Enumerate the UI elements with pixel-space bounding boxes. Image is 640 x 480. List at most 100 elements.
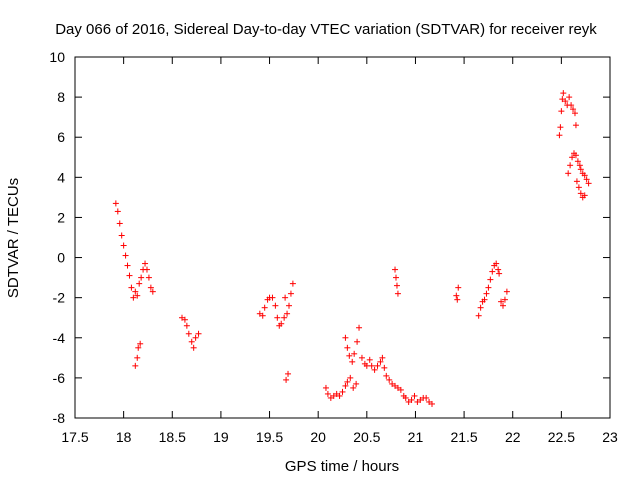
data-points: [112, 90, 592, 407]
data-point: [284, 310, 291, 317]
data-point: [114, 208, 121, 215]
data-point: [368, 362, 375, 369]
data-point: [475, 312, 482, 319]
data-point: [501, 296, 508, 303]
data-point: [145, 274, 152, 281]
data-point: [349, 358, 356, 365]
data-point: [283, 376, 290, 383]
x-tick-label: 20.5: [353, 429, 380, 445]
data-point: [374, 362, 381, 369]
x-axis-label: GPS time / hours: [285, 458, 399, 475]
data-point: [135, 344, 142, 351]
data-point: [498, 298, 505, 305]
x-tick-label: 17.5: [61, 429, 88, 445]
data-point: [192, 334, 199, 341]
data-point: [381, 364, 388, 371]
data-point: [351, 350, 358, 357]
data-point: [289, 280, 296, 287]
data-point: [571, 110, 578, 117]
data-point: [350, 384, 357, 391]
data-point: [353, 380, 360, 387]
data-point: [576, 162, 583, 169]
data-point: [112, 200, 119, 207]
data-point: [574, 158, 581, 165]
y-tick-label: 8: [57, 89, 65, 105]
plot-frame: [74, 56, 611, 419]
data-point: [147, 284, 154, 291]
data-point: [383, 372, 390, 379]
data-point: [500, 302, 506, 309]
data-point: [137, 340, 144, 347]
data-point: [566, 94, 573, 101]
data-point: [278, 320, 285, 327]
data-point: [483, 290, 490, 297]
data-point: [344, 378, 351, 385]
data-point: [572, 122, 579, 129]
data-point: [393, 274, 399, 281]
data-point: [423, 394, 430, 401]
data-point: [354, 338, 361, 345]
data-point: [122, 252, 129, 259]
data-point: [575, 184, 582, 191]
data-point: [568, 102, 575, 109]
y-tick-label: 4: [57, 169, 65, 185]
data-point: [136, 280, 143, 287]
x-tick-label: 18.5: [159, 429, 186, 445]
data-point: [393, 282, 400, 289]
data-point: [118, 232, 125, 239]
data-point: [366, 356, 373, 363]
x-tick-label: 19: [213, 429, 229, 445]
data-point: [402, 394, 409, 401]
data-point: [287, 290, 294, 297]
data-point: [149, 288, 156, 295]
data-point: [120, 242, 127, 249]
data-point: [581, 192, 588, 199]
data-point: [181, 316, 188, 323]
x-tick-label: 20: [310, 429, 326, 445]
data-point: [392, 266, 399, 273]
data-point: [565, 170, 572, 177]
data-point: [324, 390, 331, 397]
y-tick-label: 2: [57, 209, 65, 225]
data-point: [386, 376, 393, 383]
data-point: [560, 90, 567, 97]
data-point: [394, 290, 401, 297]
data-point: [487, 276, 494, 283]
data-point: [322, 384, 329, 391]
data-point: [346, 352, 353, 359]
data-point: [503, 288, 510, 295]
y-tick-label: -2: [53, 290, 66, 306]
data-point: [185, 330, 192, 337]
y-tick-label: -8: [53, 410, 66, 426]
data-point: [269, 294, 276, 301]
data-point: [569, 154, 576, 161]
y-tick-label: 10: [49, 49, 65, 65]
x-tick-label: 21.5: [450, 429, 477, 445]
data-point: [130, 294, 137, 301]
data-point: [583, 176, 590, 183]
data-point: [577, 166, 584, 173]
data-point: [493, 260, 500, 267]
data-point: [132, 362, 139, 369]
data-point: [485, 284, 492, 291]
data-point: [347, 374, 354, 381]
data-point: [272, 302, 279, 309]
data-point: [577, 190, 584, 197]
data-point: [581, 172, 588, 179]
data-point: [356, 324, 363, 331]
data-point: [377, 358, 384, 365]
chart-title: Day 066 of 2016, Sidereal Day-to-day VTE…: [55, 21, 597, 38]
data-point: [411, 392, 418, 399]
data-point: [128, 284, 135, 291]
data-point: [454, 296, 461, 303]
data-point: [126, 272, 133, 279]
data-point: [132, 288, 139, 295]
data-point: [453, 292, 460, 299]
data-point: [124, 262, 131, 269]
x-tick-label: 22.5: [548, 429, 575, 445]
data-point: [143, 266, 150, 273]
data-point: [428, 400, 435, 407]
x-axis-ticks: 17.5 18 18.5 19 19.5 20 20.5 21 21.5 22 22.5 23: [61, 57, 618, 445]
y-tick-label: 6: [57, 129, 65, 145]
x-tick-label: 19.5: [256, 429, 283, 445]
